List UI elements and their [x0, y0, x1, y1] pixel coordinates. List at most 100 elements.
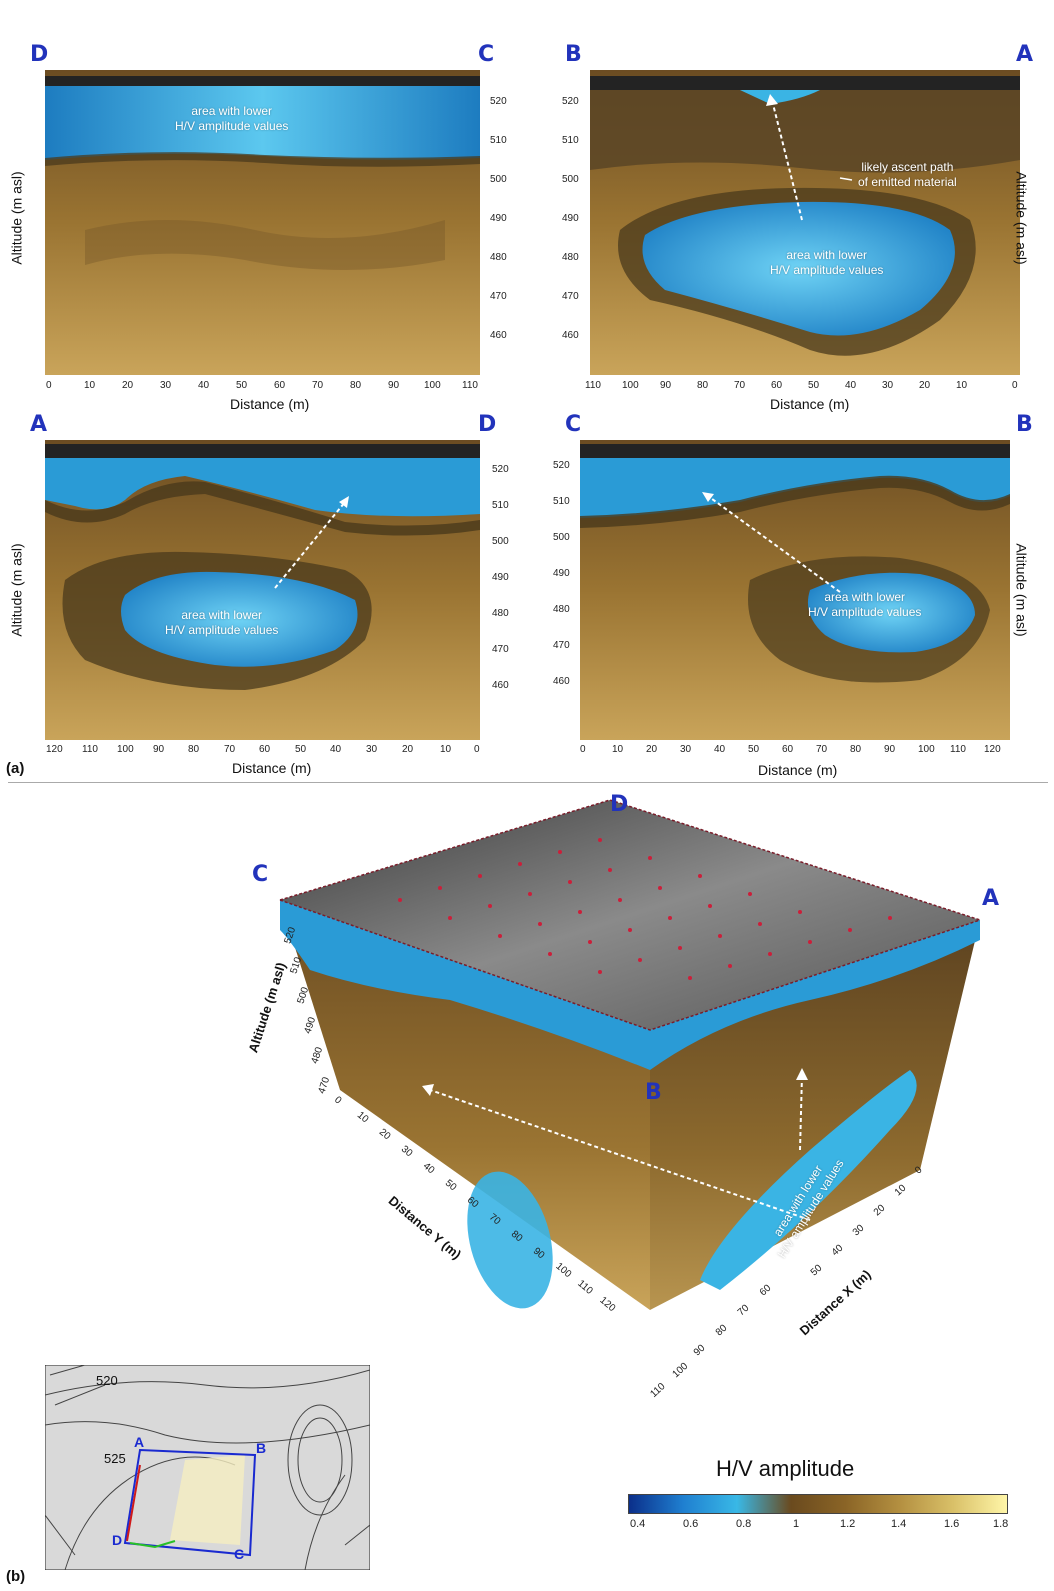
colorbar-title: H/V amplitude — [716, 1456, 855, 1481]
x-tick: 70 — [816, 744, 828, 755]
section-a-d-image — [45, 440, 480, 740]
contour-label: 525 — [104, 1451, 126, 1466]
y-tick: 480 — [490, 252, 507, 263]
y-tick: 500 — [490, 174, 507, 185]
x-tick: 110 — [585, 380, 601, 391]
x-tick: 40 — [845, 380, 857, 391]
annotation-line: area with lower — [786, 248, 868, 262]
y-tick: 510 — [490, 135, 507, 146]
corner-label-right: D — [478, 412, 497, 437]
annotation-line: H/V amplitude values — [808, 605, 922, 619]
colorbar-tick: 1.2 — [840, 1518, 856, 1530]
survey-points — [398, 838, 892, 980]
colorbar-tick: 1.8 — [993, 1518, 1009, 1530]
x-tick: 30 — [680, 744, 692, 755]
annotation-line: H/V amplitude values — [770, 263, 884, 277]
annotation-low-hv: area with lower H/V amplitude values — [770, 248, 883, 278]
panel-divider — [8, 782, 1048, 783]
corner-label-left: B — [565, 42, 582, 67]
corner-label-left: C — [565, 412, 582, 437]
x-tick: 120 — [46, 744, 63, 755]
y-axis-label: Altitude (m asl) — [8, 543, 25, 637]
x-tick: 40 — [198, 380, 210, 391]
x-axis-label: Distance (m) — [758, 762, 838, 778]
x-tick: 100 — [918, 744, 935, 755]
corner-label-right: B — [1016, 412, 1033, 437]
y-tick: 490 — [553, 568, 570, 579]
x-tick: 60 — [782, 744, 794, 755]
x-tick: 90 — [660, 380, 672, 391]
y-tick: 460 — [553, 676, 570, 687]
y-tick: 490 — [562, 213, 579, 224]
y-tick: 480 — [492, 608, 509, 619]
x-tick: 50 — [295, 744, 307, 755]
colorbar-tick: 0.8 — [736, 1518, 752, 1530]
inset-map-image — [45, 1365, 370, 1570]
x-tick: 70 — [734, 380, 746, 391]
x-tick: 20 — [646, 744, 658, 755]
y-tick: 470 — [562, 291, 579, 302]
x-tick: 80 — [697, 380, 709, 391]
block-diagram-3d — [279, 799, 981, 1310]
panel-b-label: (b) — [6, 1568, 26, 1585]
y-tick: 500 — [562, 174, 579, 185]
x-tick: 20 — [122, 380, 134, 391]
x-tick: 100 — [424, 380, 441, 391]
x-tick: 0 — [46, 380, 52, 391]
corner-label-left: C — [252, 862, 269, 887]
colorbar-tick: 1.6 — [944, 1518, 960, 1530]
map-label-b: B — [256, 1440, 267, 1456]
y-tick: 510 — [553, 496, 570, 507]
x-tick: 110 — [648, 1381, 668, 1400]
corner-label-left: D — [30, 42, 49, 67]
colorbar-tick: 0.6 — [683, 1518, 699, 1530]
y-tick: 520 — [562, 96, 579, 107]
x-tick: 90 — [388, 380, 400, 391]
x-tick: 10 — [612, 744, 624, 755]
x-tick: 110 — [950, 744, 966, 755]
corner-label-right: C — [478, 42, 495, 67]
y-axis-label: Altitude (m asl) — [1013, 543, 1030, 637]
section-b-a-image — [590, 70, 1020, 375]
annotation-line: H/V amplitude values — [175, 119, 289, 133]
x-tick: 20 — [402, 744, 414, 755]
section-d-c-image — [45, 70, 480, 375]
annotation-line: of emitted material — [858, 175, 957, 189]
y-tick: 510 — [562, 135, 579, 146]
annotation-low-hv: area with lower H/V amplitude values — [175, 104, 288, 134]
annotation-ascent-path: likely ascent path of emitted material — [858, 160, 957, 190]
x-tick: 80 — [850, 744, 862, 755]
map-label-d: D — [112, 1532, 123, 1548]
x-tick: 50 — [808, 380, 820, 391]
x-tick: 100 — [622, 380, 639, 391]
annotation-line: H/V amplitude values — [165, 623, 279, 637]
colorbar-tick: 1 — [793, 1518, 800, 1530]
panel-a-label: (a) — [6, 760, 25, 777]
y-tick: 480 — [562, 252, 579, 263]
x-tick: 110 — [82, 744, 98, 755]
x-tick: 60 — [771, 380, 783, 391]
x-tick: 50 — [748, 744, 760, 755]
y-tick: 470 — [490, 291, 507, 302]
x-tick: 80 — [350, 380, 362, 391]
x-tick: 60 — [274, 380, 286, 391]
y-tick: 460 — [492, 680, 509, 691]
y-tick: 520 — [492, 464, 509, 475]
y-tick: 470 — [492, 644, 509, 655]
corner-label-right: A — [982, 886, 1000, 911]
corner-label-left: A — [30, 412, 48, 437]
x-tick: 10 — [84, 380, 96, 391]
x-tick: 100 — [670, 1360, 691, 1381]
x-tick: 100 — [117, 744, 134, 755]
x-tick: 0 — [580, 744, 586, 755]
x-tick: 80 — [188, 744, 200, 755]
corner-label-top: D — [610, 792, 629, 817]
colorbar-gradient — [628, 1494, 1008, 1514]
x-axis-label: Distance (m) — [232, 760, 312, 776]
x-tick: 0 — [474, 744, 480, 755]
y-tick: 520 — [553, 460, 570, 471]
x-tick: 110 — [462, 380, 478, 391]
annotation-line: area with lower — [191, 104, 273, 118]
y-tick: 460 — [490, 330, 507, 341]
x-tick: 30 — [366, 744, 378, 755]
